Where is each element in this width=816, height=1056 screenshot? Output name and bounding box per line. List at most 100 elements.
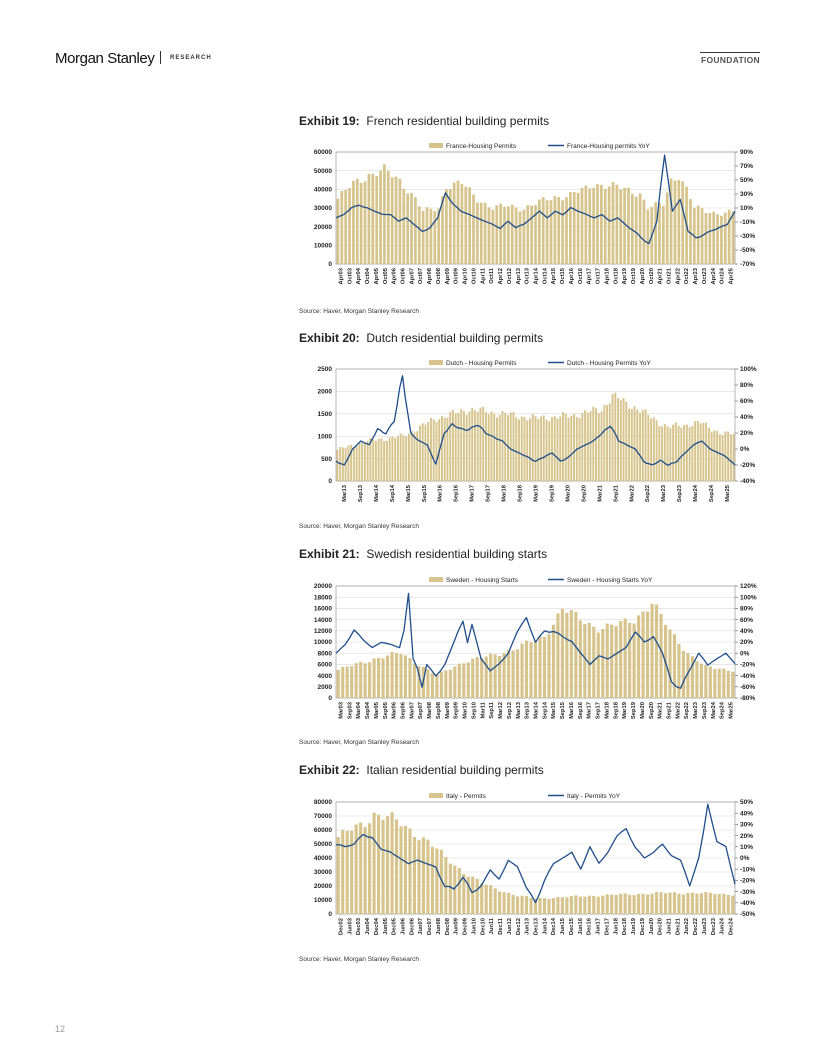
bar <box>668 892 672 914</box>
bar <box>658 202 661 264</box>
bar <box>628 408 631 481</box>
bar <box>429 418 432 481</box>
x-tick-label: Oct14 <box>542 267 548 284</box>
bar <box>639 412 642 481</box>
x-tick-label: Oct08 <box>436 267 442 284</box>
y-left-tick-label: 70000 <box>314 813 332 820</box>
bar <box>654 604 659 698</box>
bar <box>377 438 380 481</box>
y-left-tick-label: 500 <box>321 456 332 463</box>
bar <box>569 610 573 698</box>
x-tick-label: Sep19 <box>549 484 555 502</box>
bar <box>704 213 708 264</box>
bar <box>564 413 567 481</box>
x-tick-label: Dec04 <box>374 917 380 935</box>
bar <box>386 170 390 264</box>
exhibit-title: Exhibit 22: Italian residential building… <box>299 763 544 777</box>
bar <box>507 649 511 698</box>
x-tick-label: Mar23 <box>661 484 667 502</box>
y-left-tick-label: 40000 <box>314 855 332 862</box>
bar <box>493 413 496 481</box>
y-left-tick-label: 14000 <box>314 617 332 624</box>
x-tick-label: Mar15 <box>406 484 412 502</box>
bar <box>403 826 408 914</box>
bar <box>713 430 716 481</box>
bar <box>587 622 591 698</box>
y-left-tick-label: 0 <box>328 695 332 702</box>
y-right-tick-label: 0% <box>740 446 750 453</box>
bar <box>708 213 712 264</box>
bar <box>650 893 654 914</box>
y-left-tick-label: 4000 <box>318 673 333 680</box>
y-right-tick-label: -50% <box>740 247 755 254</box>
bar <box>345 666 349 698</box>
bar <box>344 447 347 481</box>
y-left-tick-label: 1500 <box>318 411 333 418</box>
bar <box>355 446 358 481</box>
bar <box>605 894 609 914</box>
bar <box>650 603 654 698</box>
bar <box>390 177 394 264</box>
bar <box>551 624 556 698</box>
bar <box>456 180 460 264</box>
bar <box>605 623 609 698</box>
y-right-tick-label: 70% <box>740 163 753 170</box>
bar <box>717 668 721 698</box>
bar <box>547 634 551 698</box>
x-tick-label: Sep08 <box>436 701 442 719</box>
bar <box>600 411 603 481</box>
bar <box>623 618 627 698</box>
y-right-tick-label: 30% <box>740 822 753 829</box>
x-tick-label: Apr12 <box>498 268 504 284</box>
x-tick-label: Dec11 <box>498 917 504 935</box>
bar <box>460 184 464 264</box>
bar <box>457 663 461 698</box>
x-tick-label: Mar20 <box>565 485 571 502</box>
y-left-tick-label: 2000 <box>318 389 333 396</box>
bar <box>542 898 547 914</box>
bar <box>350 666 354 698</box>
x-tick-label: Oct12 <box>507 268 513 284</box>
bar <box>445 189 448 264</box>
bar <box>471 407 474 481</box>
x-tick-label: Mar21 <box>597 484 603 502</box>
x-tick-label: Oct10 <box>471 268 477 284</box>
bar <box>484 884 488 914</box>
y-right-tick-label: -30% <box>740 233 755 240</box>
bar <box>427 422 430 481</box>
bar <box>731 671 735 698</box>
x-tick-label: Apr24 <box>711 267 717 284</box>
x-tick-label: Apr10 <box>463 268 469 284</box>
bar <box>658 425 661 481</box>
bar <box>462 663 466 698</box>
x-tick-label: Sep16 <box>578 701 584 719</box>
yoy-line <box>335 154 736 245</box>
bar <box>573 413 575 481</box>
y-left-tick-label: 8000 <box>318 650 333 657</box>
bar <box>534 416 537 481</box>
x-tick-label: Apr07 <box>409 268 415 284</box>
y-right-tick-label: 80% <box>740 606 753 613</box>
bar <box>545 419 548 481</box>
bar <box>583 896 587 914</box>
bar <box>560 608 564 698</box>
bar <box>448 189 452 264</box>
x-tick-label: Dec12 <box>516 918 522 935</box>
bar <box>672 424 675 481</box>
bar <box>485 412 487 481</box>
x-tick-label: Apr11 <box>480 267 486 284</box>
y-right-tick-label: 20% <box>740 639 753 646</box>
bar <box>727 209 731 264</box>
x-tick-label: Mar19 <box>534 484 540 502</box>
bar <box>722 893 726 914</box>
bar <box>686 653 690 698</box>
bar <box>556 613 560 698</box>
x-tick-label: Dec21 <box>675 917 681 935</box>
page-number: 12 <box>55 1024 66 1034</box>
bar <box>498 891 502 914</box>
bar <box>680 427 683 481</box>
x-tick-label: Oct07 <box>418 268 424 284</box>
x-tick-label: Mar16 <box>569 701 575 719</box>
x-tick-label: Mar12 <box>498 702 504 719</box>
y-left-tick-label: 50000 <box>314 168 332 175</box>
